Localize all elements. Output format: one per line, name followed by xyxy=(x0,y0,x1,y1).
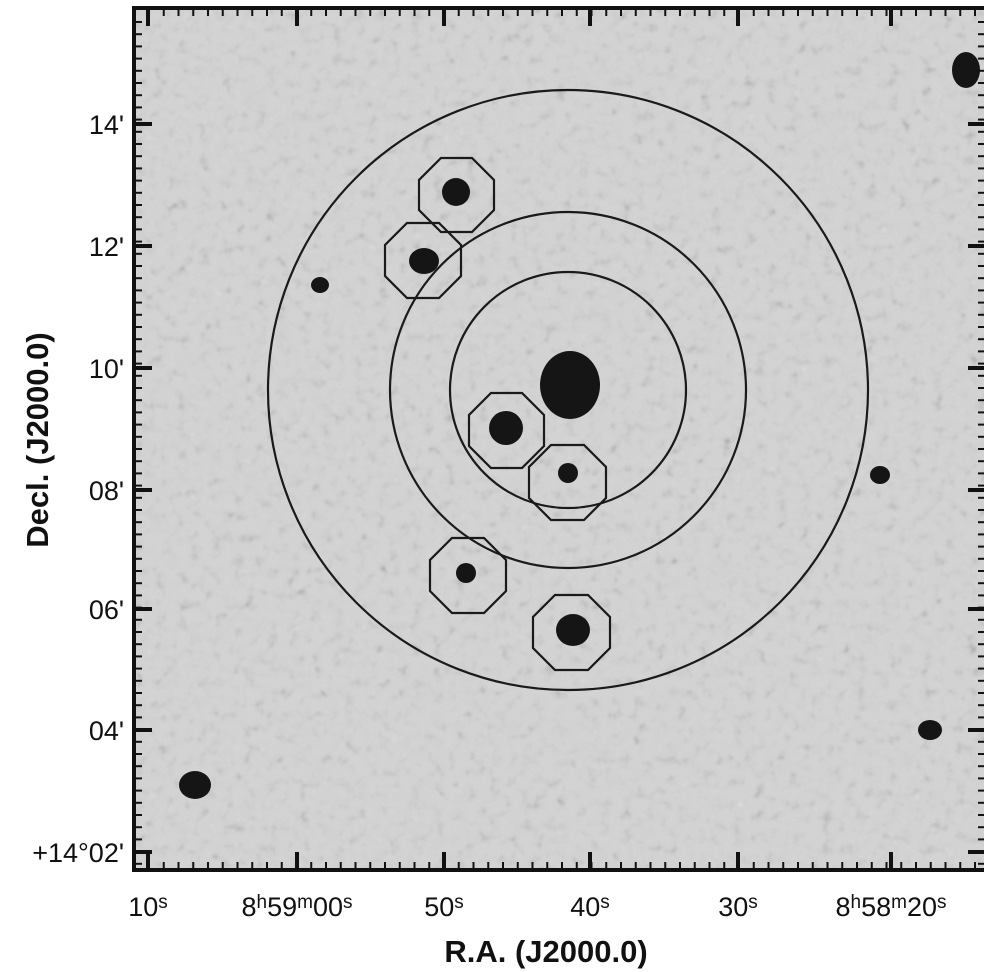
x-tick-label: 30s xyxy=(718,892,758,922)
source-blob xyxy=(556,614,590,646)
source-blob xyxy=(456,563,476,583)
y-tick-label: 04' xyxy=(89,716,124,746)
sky-image xyxy=(134,8,984,870)
inner-ring xyxy=(448,270,688,510)
mask-region xyxy=(531,593,612,672)
plot-frame xyxy=(132,6,984,872)
outer-ring xyxy=(266,88,870,692)
annulus-rings xyxy=(266,88,870,692)
y-tick-label: 10' xyxy=(89,354,124,384)
sky-grain-layer xyxy=(134,8,984,870)
masked-regions xyxy=(383,156,612,672)
y-tick-label: 12' xyxy=(89,232,124,262)
y-tick-labels: 14' 12' 10' 08' 06' 04' +14°02' xyxy=(32,110,124,868)
x-ray-sources xyxy=(179,52,980,799)
minor-ticks xyxy=(134,8,984,870)
source-blob xyxy=(179,771,211,799)
mask-region xyxy=(417,156,496,234)
central-source xyxy=(540,351,600,419)
source-blob xyxy=(918,720,942,740)
x-tick-label: 50s xyxy=(424,892,464,922)
y-axis-title: Decl. (J2000.0) xyxy=(20,332,55,547)
x-tick-labels: 10s 8h59m00s 50s 40s 30s 8h58m20s xyxy=(128,892,946,922)
mask-region xyxy=(428,536,508,615)
y-tick-label: 14' xyxy=(89,110,124,140)
y-tick-label: 06' xyxy=(89,595,124,625)
source-blob xyxy=(558,463,578,483)
source-blob xyxy=(870,466,890,484)
y-tick-label: +14°02' xyxy=(32,838,124,868)
middle-ring xyxy=(388,210,748,570)
x-axis-title: R.A. (J2000.0) xyxy=(444,934,647,969)
source-blob xyxy=(952,52,980,88)
x-tick-label: 8h59m00s xyxy=(241,892,352,922)
source-blob xyxy=(489,411,523,445)
mask-region xyxy=(467,391,546,470)
x-tick-label: 8h58m20s xyxy=(835,892,946,922)
source-blob xyxy=(311,277,329,293)
x-tick-label: 10s xyxy=(128,892,168,922)
mask-region xyxy=(383,221,463,300)
source-blob xyxy=(409,248,439,274)
major-ticks xyxy=(134,8,984,870)
x-tick-label: 40s xyxy=(570,892,610,922)
source-blob xyxy=(442,178,470,206)
mask-region xyxy=(527,443,608,522)
y-tick-label: 08' xyxy=(89,476,124,506)
